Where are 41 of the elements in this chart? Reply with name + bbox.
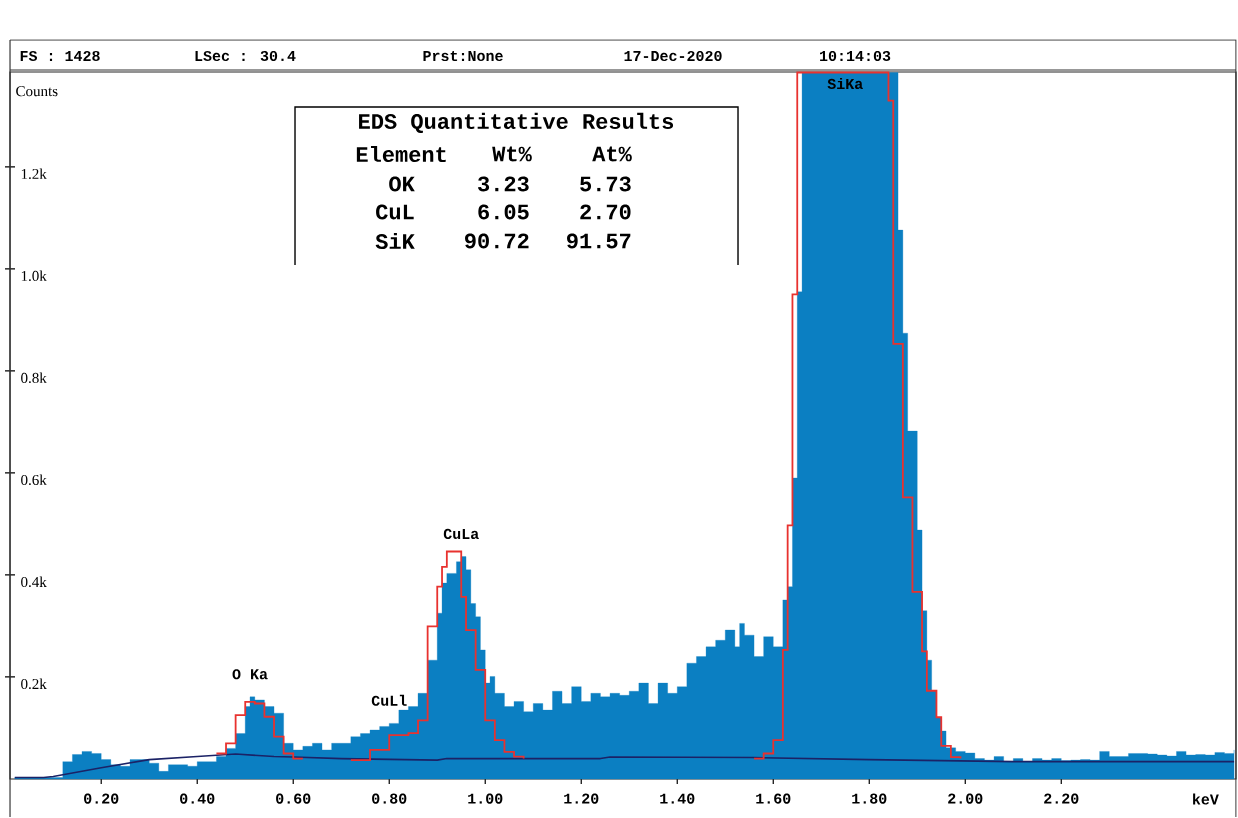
annotation: CuL xyxy=(376,204,414,220)
annotation: CuLl xyxy=(371,694,407,706)
text: FS : 1428 xyxy=(20,50,100,62)
x-tick-label: 1.40 xyxy=(660,793,695,804)
x-tick-label: 2.20 xyxy=(1044,793,1079,804)
annotation: OK xyxy=(389,176,415,192)
text: 17-Dec-2020 xyxy=(624,50,722,62)
x-tick-label: 0.20 xyxy=(84,793,119,804)
y-tick-label: 0.6k xyxy=(21,474,47,486)
x-tick-label: 1.00 xyxy=(468,793,503,804)
annotation: CuLa xyxy=(443,528,479,540)
x-tick-label: 2.00 xyxy=(948,793,983,804)
x-tick-label: 1.20 xyxy=(564,793,599,804)
y-tick-label: 1.2k xyxy=(21,168,47,180)
text: Prst:None xyxy=(423,50,503,62)
x-tick-label: 0.40 xyxy=(180,793,215,804)
y-tick-label: 0.8k xyxy=(21,372,47,384)
text: 10:14:03 xyxy=(820,50,891,62)
y-tick-label: 1.0k xyxy=(21,270,47,282)
x-tick-label: 0.60 xyxy=(276,793,311,804)
x-tick-label: 1.60 xyxy=(756,793,791,804)
y-tick-label: 0.2k xyxy=(21,678,47,690)
y-axis-title: Counts xyxy=(16,86,58,97)
annotation: EDS Quantitative Results xyxy=(359,112,674,134)
annotation: Wt% xyxy=(492,146,532,162)
annotation: SiKa xyxy=(827,78,863,90)
annotation: At% xyxy=(592,146,632,162)
annotation: O Ka xyxy=(232,669,268,680)
annotation: 3.23 xyxy=(478,176,529,192)
annotation: 6.05 xyxy=(478,204,529,220)
annotation: 5.73 xyxy=(580,176,631,192)
x-tick-label: 1.80 xyxy=(852,793,887,804)
annotation: 91.57 xyxy=(567,233,631,249)
text: LSec : 30.4 xyxy=(195,50,296,62)
annotation: 2.70 xyxy=(580,204,631,220)
annotation: SiK xyxy=(375,232,415,250)
x-axis-title: keV xyxy=(1193,793,1219,805)
annotation: Element xyxy=(356,145,446,163)
annotation: 90.72 xyxy=(465,233,529,249)
x-tick-label: 0.80 xyxy=(372,793,407,804)
y-tick-label: 0.4k xyxy=(21,576,47,588)
